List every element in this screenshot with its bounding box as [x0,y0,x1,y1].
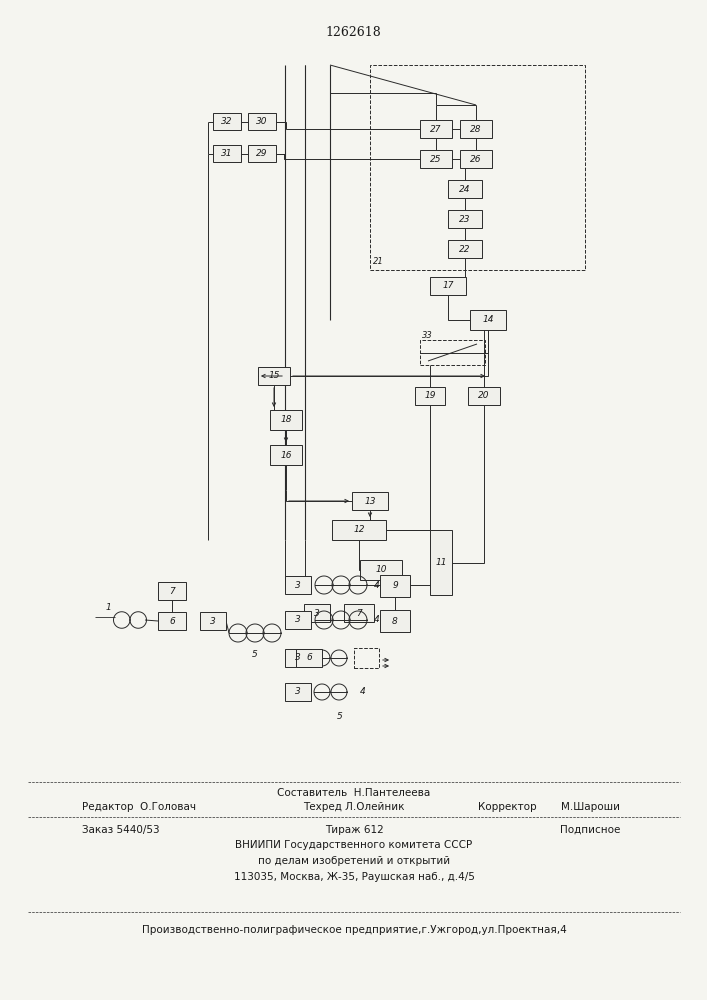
Bar [158,612,186,630]
Text: М.Шароши: М.Шароши [561,802,620,812]
Bar [470,310,506,330]
Bar [420,120,452,138]
Bar [270,410,302,430]
Text: 113035, Москва, Ж-35, Раушская наб., д.4/5: 113035, Москва, Ж-35, Раушская наб., д.4… [233,872,474,882]
Bar [296,649,322,667]
Text: Корректор: Корректор [478,802,537,812]
Bar [460,150,492,168]
Bar [468,387,500,405]
Text: 1262618: 1262618 [325,25,381,38]
Bar [285,649,311,667]
Text: 14: 14 [482,316,493,324]
Text: 25: 25 [431,154,442,163]
Text: 5: 5 [252,650,258,659]
Text: 4: 4 [374,615,380,624]
Text: 6: 6 [306,654,312,662]
Text: Производственно-полиграфическое предприятие,г.Ужгород,ул.Проектная,4: Производственно-полиграфическое предприя… [141,925,566,935]
Text: Заказ 5440/53: Заказ 5440/53 [82,825,160,835]
Text: 4: 4 [374,580,380,589]
Bar [420,150,452,168]
Text: 22: 22 [460,244,471,253]
Text: 13: 13 [364,496,375,506]
Bar [258,367,290,385]
Text: 33: 33 [422,331,433,340]
Text: 19: 19 [424,391,436,400]
Bar [360,560,402,580]
Text: Техред Л.Олейник: Техред Л.Олейник [303,802,404,812]
Bar [352,492,388,510]
Bar [354,648,379,668]
Text: 3: 3 [295,615,301,624]
Text: 15: 15 [268,371,280,380]
Text: Редактор  О.Головач: Редактор О.Головач [82,802,196,812]
Text: ВНИИПИ Государственного комитета СССР: ВНИИПИ Государственного комитета СССР [235,840,472,850]
Text: 23: 23 [460,215,471,224]
Text: 3: 3 [295,580,301,589]
Bar [430,530,452,595]
Bar [448,210,482,228]
Text: 10: 10 [375,566,387,574]
Bar [460,120,492,138]
Text: 31: 31 [221,149,233,158]
Text: 24: 24 [460,184,471,194]
Text: 29: 29 [256,149,268,158]
Bar [285,576,311,594]
Text: 4: 4 [360,688,366,696]
Text: 18: 18 [280,416,292,424]
Bar [213,113,241,130]
Bar [332,520,386,540]
Bar [344,604,374,622]
Text: 7: 7 [169,586,175,595]
Text: 17: 17 [443,282,454,290]
Text: Подписное: Подписное [560,825,620,835]
Bar [420,340,485,365]
Text: 3: 3 [210,616,216,626]
Text: 12: 12 [354,526,365,534]
Text: Составитель  Н.Пантелеева: Составитель Н.Пантелеева [277,788,431,798]
Text: 3: 3 [314,608,320,617]
Bar [213,145,241,162]
Text: 3: 3 [295,688,301,696]
Bar [415,387,445,405]
Bar [200,612,226,630]
Bar [448,240,482,258]
Text: 26: 26 [470,154,481,163]
Bar [158,582,186,600]
Text: по делам изобретений и открытий: по делам изобретений и открытий [258,856,450,866]
Text: 32: 32 [221,117,233,126]
Text: 21: 21 [373,257,384,266]
Bar [370,65,585,270]
Bar [448,180,482,198]
Bar [304,604,330,622]
Text: 8: 8 [392,616,398,626]
Bar [270,445,302,465]
Text: 5: 5 [337,712,343,721]
Text: 7: 7 [356,608,362,617]
Text: 28: 28 [470,124,481,133]
Text: 6: 6 [169,616,175,626]
Text: 9: 9 [392,582,398,590]
Text: 16: 16 [280,450,292,460]
Text: 27: 27 [431,124,442,133]
Bar [380,575,410,597]
Text: Тираж 612: Тираж 612 [325,825,383,835]
Text: 30: 30 [256,117,268,126]
Text: 20: 20 [478,391,490,400]
Text: 11: 11 [436,558,447,567]
Bar [285,683,311,701]
Bar [248,145,276,162]
Text: 1: 1 [105,603,111,612]
Bar [285,611,311,629]
Bar [248,113,276,130]
Text: 3: 3 [295,654,301,662]
Bar [380,610,410,632]
Bar [430,277,466,295]
